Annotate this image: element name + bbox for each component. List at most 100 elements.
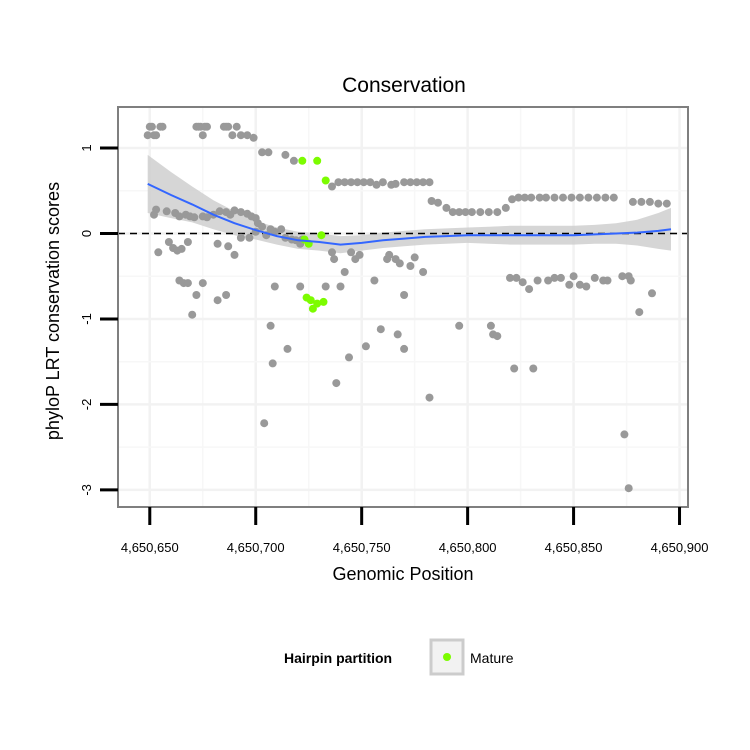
other-point	[419, 268, 428, 276]
other-point	[188, 310, 197, 319]
other-point	[518, 278, 527, 287]
x-tick-label: 4,650,900	[651, 540, 709, 555]
other-point	[230, 206, 239, 215]
other-point	[559, 193, 567, 202]
other-point	[347, 248, 356, 257]
other-point	[493, 332, 502, 341]
other-point	[175, 212, 184, 221]
other-point	[385, 250, 394, 259]
other-point	[486, 321, 495, 330]
other-point	[372, 180, 381, 189]
other-point	[550, 273, 559, 282]
mature-point	[298, 156, 307, 165]
other-point	[567, 193, 576, 202]
other-point	[330, 255, 339, 264]
other-point	[575, 193, 584, 202]
other-point	[620, 430, 629, 439]
other-point	[366, 178, 375, 187]
other-point	[442, 203, 451, 212]
other-point	[258, 222, 267, 231]
x-tick-label: 4,650,850	[545, 540, 603, 555]
other-point	[321, 282, 330, 291]
legend-title: Hairpin partition	[284, 650, 392, 666]
other-point	[347, 178, 356, 187]
other-point	[419, 178, 428, 187]
other-point	[183, 238, 192, 246]
y-tick-label: -2	[79, 399, 94, 411]
other-point	[232, 122, 241, 131]
chart-title: Conservation	[342, 74, 466, 97]
other-point	[393, 330, 402, 339]
other-point	[400, 178, 409, 187]
y-tick-label: -3	[79, 484, 94, 496]
mature-point	[313, 299, 322, 308]
other-point	[164, 238, 173, 246]
other-point	[224, 242, 233, 251]
other-point	[143, 131, 152, 140]
other-point	[236, 208, 245, 217]
other-point	[427, 197, 436, 205]
other-point	[224, 122, 233, 131]
other-point	[336, 282, 345, 291]
other-point	[281, 150, 290, 159]
other-point	[556, 273, 565, 282]
other-point	[467, 208, 476, 217]
other-point	[626, 276, 635, 285]
other-point	[277, 225, 286, 234]
other-point	[334, 178, 343, 187]
other-point	[190, 213, 199, 222]
other-point	[542, 193, 550, 202]
other-point	[245, 233, 254, 242]
other-point	[328, 182, 336, 191]
other-point	[425, 393, 434, 402]
other-point	[236, 131, 245, 140]
other-point	[152, 131, 161, 140]
other-point	[508, 195, 517, 204]
other-point	[535, 193, 544, 202]
other-point	[152, 205, 161, 214]
other-point	[370, 276, 379, 285]
mature-point	[313, 156, 322, 165]
other-point	[296, 282, 305, 291]
other-point	[183, 279, 192, 288]
other-point	[378, 178, 387, 187]
other-point	[425, 178, 434, 187]
other-point	[345, 353, 353, 362]
other-point	[584, 193, 593, 202]
other-point	[391, 179, 400, 188]
other-point	[410, 253, 419, 262]
other-point	[628, 197, 637, 206]
other-point	[569, 272, 578, 281]
other-point	[501, 203, 510, 212]
other-point	[270, 282, 279, 291]
mature-point	[306, 296, 315, 305]
other-point	[544, 276, 553, 285]
other-point	[353, 178, 362, 187]
other-point	[215, 207, 224, 216]
other-point	[258, 148, 267, 157]
other-point	[203, 122, 211, 131]
other-point	[512, 273, 521, 282]
other-point	[213, 239, 222, 248]
other-point	[268, 359, 277, 368]
other-point	[376, 325, 385, 334]
other-point	[192, 291, 201, 299]
other-point	[529, 364, 538, 373]
legend-mature-dot	[443, 653, 451, 661]
other-point	[332, 379, 341, 388]
other-point	[400, 344, 409, 353]
smooth-curve-layer	[147, 182, 672, 246]
smooth-curve	[147, 182, 672, 246]
other-point	[412, 178, 421, 187]
plot-border	[117, 106, 689, 508]
other-point	[266, 321, 275, 330]
other-point	[484, 208, 493, 217]
other-point	[520, 193, 529, 202]
other-point	[510, 364, 519, 373]
plot-panel	[118, 107, 688, 507]
other-point	[249, 133, 258, 142]
other-point	[154, 248, 163, 257]
other-point	[514, 193, 523, 202]
other-point	[609, 193, 618, 202]
